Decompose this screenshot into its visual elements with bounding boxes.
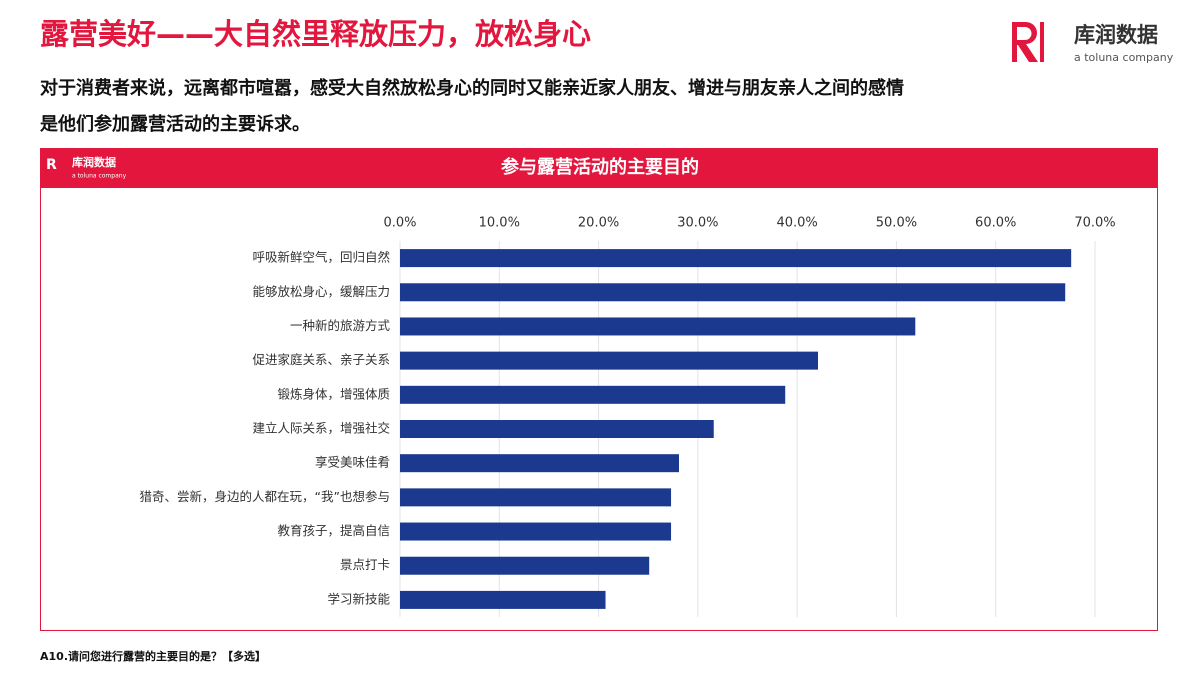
slide-title: 露营美好——大自然里释放压力，放松身心 [40, 17, 591, 51]
x-tick-label: 0.0% [383, 216, 416, 231]
y-tick-label: 建立人际关系，增强社交 [252, 421, 390, 436]
bar [400, 317, 916, 336]
logo-mark [1012, 22, 1038, 62]
x-tick-label: 40.0% [776, 216, 817, 231]
y-tick-label: 教育孩子，提高自信 [277, 523, 390, 538]
logo-tagline: a toluna company [1074, 51, 1174, 64]
subtitle-line: 对于消费者来说，远离都市喧嚣，感受大自然放松身心的同时又能亲近家人朋友、增进与朋… [40, 77, 904, 99]
bar [400, 556, 650, 575]
bar [400, 522, 672, 541]
footnote: A10.请问您进行露营的主要目的是？【多选】 [40, 649, 266, 663]
y-tick-label: 促进家庭关系、亲子关系 [252, 352, 390, 367]
logo-mark: R [46, 157, 57, 173]
x-tick-label: 50.0% [876, 216, 917, 231]
bar [400, 590, 606, 609]
bar [400, 385, 786, 404]
x-tick-label: 70.0% [1074, 216, 1115, 231]
x-tick-label: 10.0% [479, 216, 520, 231]
subtitle-line: 是他们参加露营活动的主要诉求。 [39, 113, 310, 135]
y-tick-label: 猎奇、尝新，身边的人都在玩，“我”也想参与 [140, 489, 390, 504]
logo-mark [1040, 22, 1044, 62]
x-tick-label: 60.0% [975, 216, 1016, 231]
y-tick-label: 享受美味佳肴 [315, 455, 390, 470]
bar [400, 420, 714, 438]
logo-name: 库润数据 [1074, 23, 1158, 47]
bar [400, 488, 672, 507]
x-tick-label: 20.0% [578, 216, 619, 231]
bar [400, 283, 1066, 302]
chart-title: 参与露营活动的主要目的 [501, 156, 699, 178]
bar [400, 249, 1072, 268]
logo-tagline: a toluna company [72, 173, 127, 180]
y-tick-label: 一种新的旅游方式 [290, 318, 391, 333]
y-tick-label: 锻炼身体，增强体质 [277, 386, 390, 401]
chart-header [40, 148, 1158, 188]
x-tick-label: 30.0% [677, 216, 718, 231]
logo: 库润数据 a toluna company [1012, 22, 1174, 64]
bar [400, 454, 679, 473]
bar [400, 351, 818, 370]
y-tick-label: 能够放松身心，缓解压力 [252, 284, 390, 299]
y-tick-label: 景点打卡 [340, 557, 390, 572]
y-tick-label: 学习新技能 [327, 591, 390, 606]
small-logo: R 库润数据 a toluna company [46, 155, 127, 180]
logo-name: 库润数据 [72, 155, 116, 169]
y-tick-label: 呼吸新鲜空气，回归自然 [252, 250, 390, 265]
